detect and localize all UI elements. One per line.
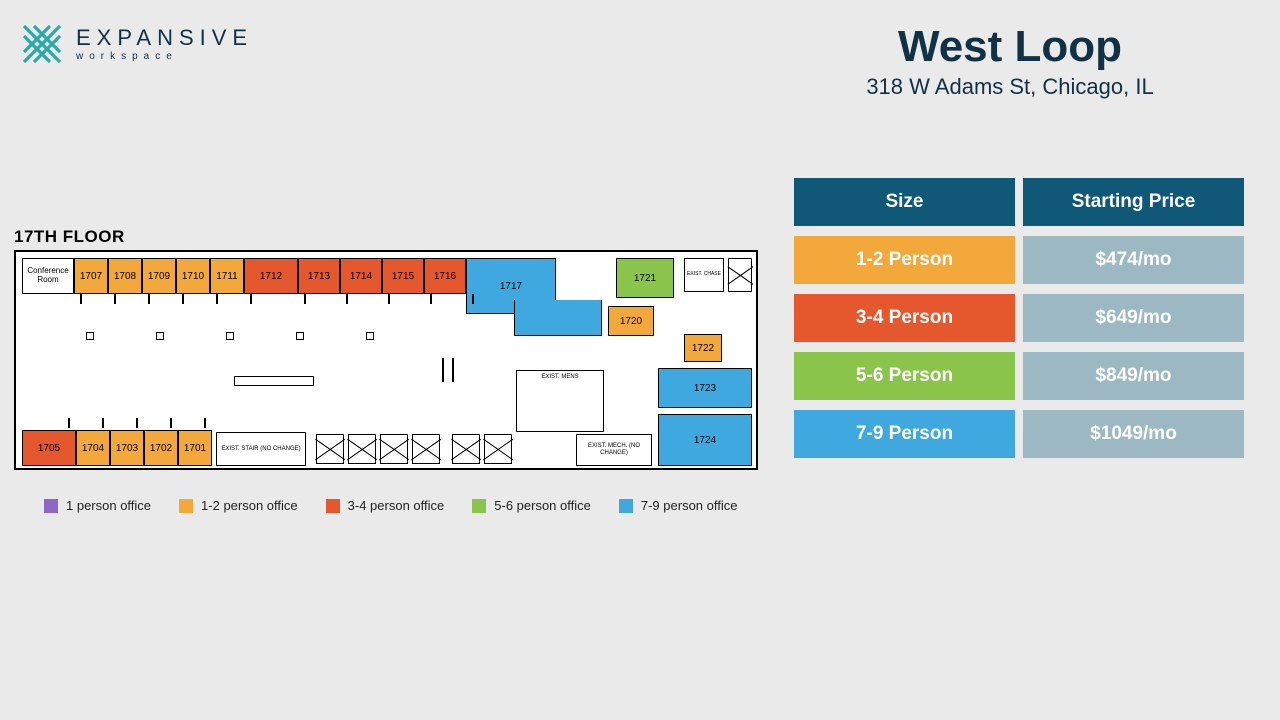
partition: [442, 358, 444, 382]
mens-label: EXIST. MENS: [530, 374, 590, 380]
pricing-header-price: Starting Price: [1023, 178, 1244, 226]
legend-item: 7-9 person office: [619, 498, 738, 513]
room-1710: 1710: [176, 258, 210, 294]
room-1717-ext: [514, 300, 602, 336]
room-1721: 1721: [616, 258, 674, 298]
pricing-size-cell: 7-9 Person: [794, 410, 1015, 458]
pillar: [156, 332, 164, 340]
legend-item: 3-4 person office: [326, 498, 445, 513]
door-tick: [388, 294, 390, 304]
location-title: West Loop: [780, 22, 1240, 72]
logo-text-wrap: EXPANSIVE workspace: [76, 27, 253, 62]
room-1704: 1704: [76, 430, 110, 466]
pillar: [86, 332, 94, 340]
room-1707: 1707: [74, 258, 108, 294]
brand-sub: workspace: [76, 51, 253, 62]
room-1702: 1702: [144, 430, 178, 466]
partition: [452, 358, 454, 382]
floor-plan: Conference Room 170717081709171017111712…: [14, 250, 758, 470]
pricing-size-cell: 1-2 Person: [794, 236, 1015, 284]
pricing-price-cell: $1049/mo: [1023, 410, 1244, 458]
room-1709: 1709: [142, 258, 176, 294]
pricing-price-cell: $849/mo: [1023, 352, 1244, 400]
elevator: [484, 434, 512, 464]
room-1724: 1724: [658, 414, 752, 466]
room-1701: 1701: [178, 430, 212, 466]
counter: [234, 376, 314, 386]
legend-label: 1 person office: [66, 498, 151, 513]
door-tick: [472, 294, 474, 304]
room-1720: 1720: [608, 306, 654, 336]
door-tick: [102, 418, 104, 428]
elevator: [316, 434, 344, 464]
legend-label: 1-2 person office: [201, 498, 298, 513]
exist-chase: EXIST. CHASE: [684, 258, 724, 292]
room-1705: 1705: [22, 430, 76, 466]
door-tick: [182, 294, 184, 304]
legend-swatch: [179, 499, 193, 513]
legend-swatch: [326, 499, 340, 513]
door-tick: [148, 294, 150, 304]
pricing-price-cell: $649/mo: [1023, 294, 1244, 342]
door-tick: [68, 418, 70, 428]
exist-stair: EXIST. STAIR (NO CHANGE): [216, 432, 306, 466]
room-1715: 1715: [382, 258, 424, 294]
conference-room: Conference Room: [22, 258, 74, 294]
door-tick: [250, 294, 252, 304]
pillar: [296, 332, 304, 340]
pillar: [226, 332, 234, 340]
pillar: [366, 332, 374, 340]
legend-item: 1-2 person office: [179, 498, 298, 513]
legend-item: 5-6 person office: [472, 498, 591, 513]
legend-label: 5-6 person office: [494, 498, 591, 513]
logo-mark-icon: [20, 22, 64, 66]
chase-hatch: [728, 258, 752, 292]
room-1716: 1716: [424, 258, 466, 294]
room-1703: 1703: [110, 430, 144, 466]
door-tick: [304, 294, 306, 304]
location-header: West Loop 318 W Adams St, Chicago, IL: [780, 22, 1240, 100]
door-tick: [80, 294, 82, 304]
legend-item: 1 person office: [44, 498, 151, 513]
room-1722: 1722: [684, 334, 722, 362]
brand-name: EXPANSIVE: [76, 27, 253, 49]
legend-label: 7-9 person office: [641, 498, 738, 513]
brand-logo: EXPANSIVE workspace: [20, 22, 253, 66]
legend-label: 3-4 person office: [348, 498, 445, 513]
door-tick: [136, 418, 138, 428]
legend-swatch: [44, 499, 58, 513]
location-address: 318 W Adams St, Chicago, IL: [780, 74, 1240, 100]
elevator: [412, 434, 440, 464]
pricing-price-cell: $474/mo: [1023, 236, 1244, 284]
door-tick: [346, 294, 348, 304]
pricing-size-cell: 5-6 Person: [794, 352, 1015, 400]
legend-swatch: [619, 499, 633, 513]
room-1708: 1708: [108, 258, 142, 294]
pricing-table: SizeStarting Price1-2 Person$474/mo3-4 P…: [794, 178, 1244, 458]
door-tick: [430, 294, 432, 304]
elevator: [380, 434, 408, 464]
room-1714: 1714: [340, 258, 382, 294]
door-tick: [114, 294, 116, 304]
room-1711: 1711: [210, 258, 244, 294]
door-tick: [204, 418, 206, 428]
legend-swatch: [472, 499, 486, 513]
floor-label: 17TH FLOOR: [14, 227, 125, 247]
elevator: [452, 434, 480, 464]
room-1712: 1712: [244, 258, 298, 294]
room-1723: 1723: [658, 368, 752, 408]
room-1713: 1713: [298, 258, 340, 294]
elevator: [348, 434, 376, 464]
door-tick: [216, 294, 218, 304]
pricing-size-cell: 3-4 Person: [794, 294, 1015, 342]
exist-mech: EXIST. MECH. (NO CHANGE): [576, 434, 652, 466]
door-tick: [170, 418, 172, 428]
pricing-header-size: Size: [794, 178, 1015, 226]
legend: 1 person office 1-2 person office 3-4 pers…: [44, 498, 737, 513]
